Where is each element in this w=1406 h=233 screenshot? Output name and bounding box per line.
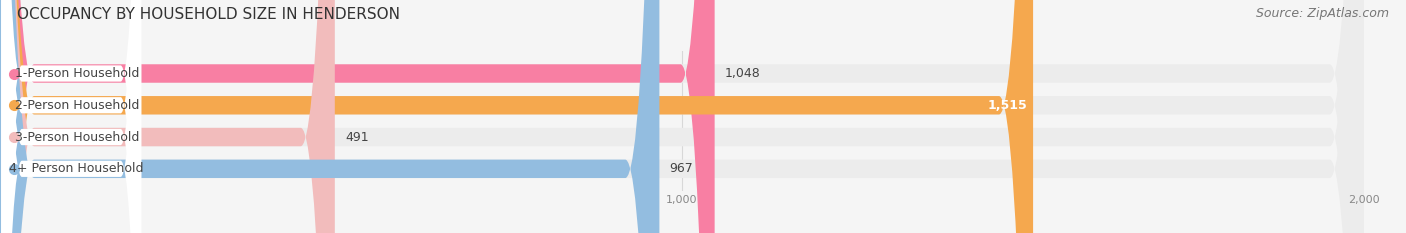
FancyBboxPatch shape [0,0,1364,233]
FancyBboxPatch shape [1,0,141,233]
FancyBboxPatch shape [0,0,714,233]
FancyBboxPatch shape [1,0,141,233]
FancyBboxPatch shape [0,0,659,233]
FancyBboxPatch shape [0,0,1033,233]
FancyBboxPatch shape [1,0,141,233]
FancyBboxPatch shape [0,0,1364,233]
Text: OCCUPANCY BY HOUSEHOLD SIZE IN HENDERSON: OCCUPANCY BY HOUSEHOLD SIZE IN HENDERSON [17,7,399,22]
FancyBboxPatch shape [0,0,1364,233]
Text: 491: 491 [344,130,368,144]
Text: Source: ZipAtlas.com: Source: ZipAtlas.com [1256,7,1389,20]
Text: 1,048: 1,048 [725,67,761,80]
FancyBboxPatch shape [0,0,335,233]
Text: 3-Person Household: 3-Person Household [14,130,139,144]
Text: 1,515: 1,515 [988,99,1028,112]
Text: 4+ Person Household: 4+ Person Household [10,162,143,175]
Text: 1-Person Household: 1-Person Household [14,67,139,80]
Text: 2-Person Household: 2-Person Household [14,99,139,112]
FancyBboxPatch shape [1,0,141,233]
Text: 967: 967 [669,162,693,175]
FancyBboxPatch shape [0,0,1364,233]
